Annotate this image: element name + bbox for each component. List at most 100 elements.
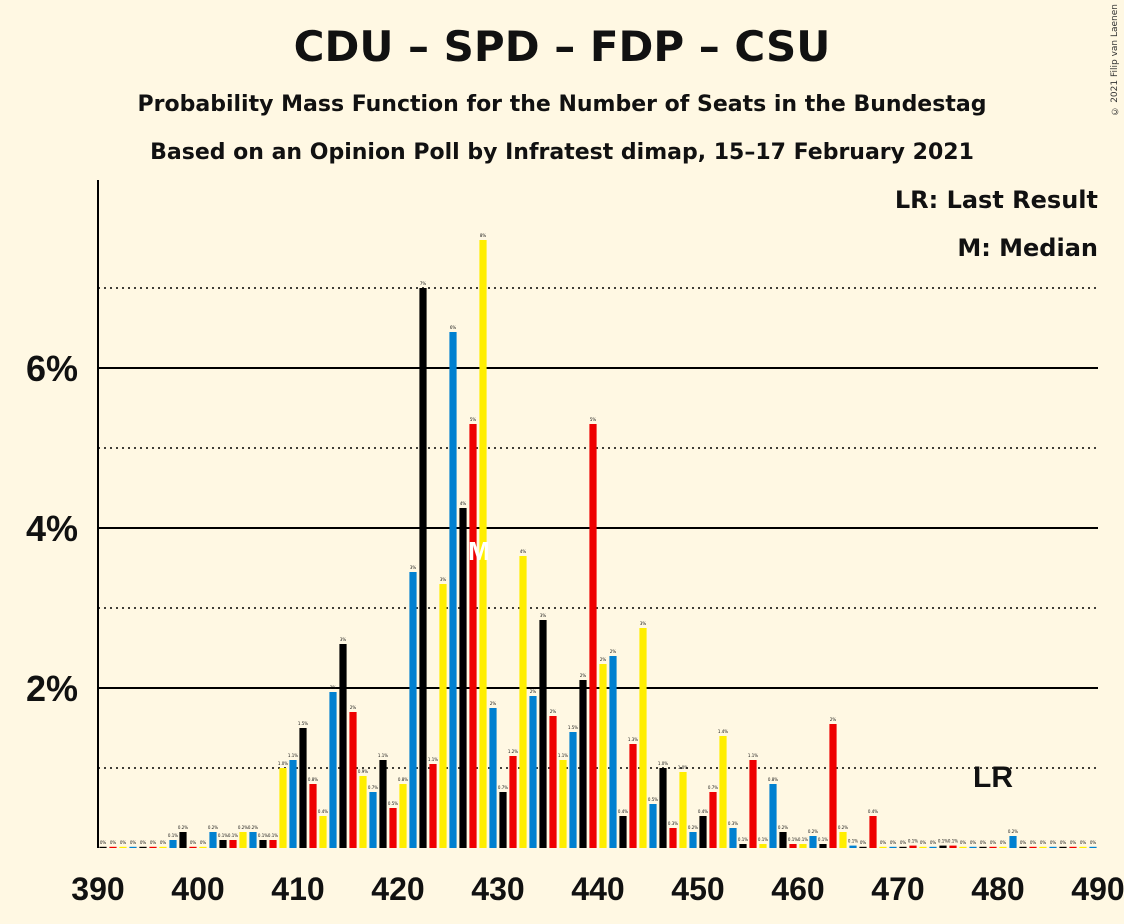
bar-data-label: 5%: [470, 417, 477, 422]
bar-seat-392: [119, 846, 127, 848]
bar-seat-404: [239, 832, 247, 848]
bar-seat-466: [859, 846, 867, 848]
bar-data-label: 0.8%: [398, 777, 408, 782]
bar-data-label: 2%: [610, 649, 617, 654]
bar-data-label: 0.2%: [688, 825, 698, 830]
bar-seat-455: [749, 760, 757, 848]
y-tick-label: 4%: [26, 508, 78, 549]
bar-data-label: 3%: [340, 637, 347, 642]
bar-seat-434: [539, 620, 547, 848]
bar-seat-416: [359, 776, 367, 848]
x-tick-label: 450: [671, 871, 724, 907]
bar-seat-407: [269, 840, 277, 848]
bar-seat-438: [579, 680, 587, 848]
bar-data-label: 2%: [330, 685, 337, 690]
bar-data-label: 0%: [120, 840, 127, 845]
bar-seat-423: [429, 764, 437, 848]
bar-seat-452: [719, 736, 727, 848]
bar-data-label: 0%: [990, 840, 997, 845]
bar-data-label: 1.3%: [628, 737, 638, 742]
bar-data-label: 1.0%: [678, 765, 688, 770]
bar-data-label: 0.1%: [228, 833, 238, 838]
bar-data-label: 0.4%: [868, 809, 878, 814]
bar-seat-410: [299, 728, 307, 848]
bar-seat-405: [249, 832, 257, 848]
bar-seat-396: [159, 846, 167, 848]
bar-data-label: 1.4%: [718, 729, 728, 734]
bar-seat-443: [629, 744, 637, 848]
bar-seat-456: [759, 844, 767, 848]
bar-data-label: 0.9%: [358, 769, 368, 774]
bar-data-label: 0%: [1090, 840, 1097, 845]
bar-data-label: 3%: [640, 621, 647, 626]
bar-data-label: 0%: [980, 840, 987, 845]
bar-data-label: 0.4%: [318, 809, 328, 814]
bar-data-label: 0%: [880, 840, 887, 845]
bar-data-label: 0%: [100, 840, 107, 845]
bar-data-label: 0.8%: [308, 777, 318, 782]
bar-data-label: 0%: [130, 840, 137, 845]
y-tick-label: 6%: [26, 348, 78, 389]
bar-seat-421: [409, 572, 417, 848]
bar-seat-459: [789, 844, 797, 848]
bar-data-label: 0.7%: [368, 785, 378, 790]
x-tick-label: 470: [871, 871, 924, 907]
bar-data-label: 2%: [490, 701, 497, 706]
bar-data-label: 0.5%: [648, 797, 658, 802]
bar-seat-463: [829, 724, 837, 848]
bar-data-label: 0%: [110, 840, 117, 845]
bar-data-label: 0.2%: [238, 825, 248, 830]
bar-seat-419: [389, 808, 397, 848]
bar-seat-415: [349, 712, 357, 848]
bar-seat-400: [199, 846, 207, 848]
bar-seat-427: [469, 424, 477, 848]
x-tick-label: 490: [1071, 871, 1124, 907]
bar-data-label: 0.1%: [848, 839, 858, 844]
bar-data-label: 0.1%: [798, 837, 808, 842]
x-tick-label: 400: [171, 871, 224, 907]
bar-seat-445: [649, 804, 657, 848]
bar-data-label: 7%: [420, 281, 427, 286]
bar-seat-411: [309, 784, 317, 848]
bar-seat-426: [459, 508, 467, 848]
bar-seat-477: [969, 846, 977, 848]
bar-seat-395: [149, 846, 157, 848]
bar-data-label: 0%: [960, 840, 967, 845]
bar-seat-439: [589, 424, 597, 848]
bar-data-label: 0.1%: [168, 833, 178, 838]
bar-seat-428: [479, 240, 487, 848]
bar-data-label: 0%: [860, 840, 867, 845]
bar-seat-454: [739, 844, 747, 848]
bar-seat-471: [909, 845, 917, 848]
bar-data-label: 0%: [900, 840, 907, 845]
bar-data-label: 0%: [1070, 840, 1077, 845]
bar-data-label: 0.1%: [738, 837, 748, 842]
bar-data-label: 0%: [970, 840, 977, 845]
bar-data-label: 0.2%: [808, 829, 818, 834]
bar-seat-469: [889, 846, 897, 848]
bar-seat-483: [1029, 846, 1037, 848]
bar-seat-432: [519, 556, 527, 848]
legend-last-result: LR: Last Result: [894, 186, 1098, 214]
bar-data-label: 0%: [150, 840, 157, 845]
x-tick-label: 410: [271, 871, 324, 907]
x-tick-label: 460: [771, 871, 824, 907]
bar-seat-474: [939, 845, 947, 848]
bar-seat-409: [289, 760, 297, 848]
bar-data-label: 0.1%: [218, 833, 228, 838]
bar-seat-446: [659, 768, 667, 848]
bar-data-label: 3%: [440, 577, 447, 582]
bar-seat-440: [599, 664, 607, 848]
bar-data-label: 2%: [830, 717, 837, 722]
bar-seat-451: [709, 792, 717, 848]
bar-seat-422: [419, 288, 427, 848]
bar-data-label: 0.7%: [498, 785, 508, 790]
bar-seat-418: [379, 760, 387, 848]
bar-seat-391: [109, 846, 117, 848]
bar-seat-417: [369, 792, 377, 848]
bar-data-label: 0.1%: [268, 833, 278, 838]
bar-data-label: 0%: [1050, 840, 1057, 845]
bar-data-label: 1.0%: [278, 761, 288, 766]
bar-data-label: 0.3%: [668, 821, 678, 826]
bar-data-label: 8%: [480, 233, 487, 238]
